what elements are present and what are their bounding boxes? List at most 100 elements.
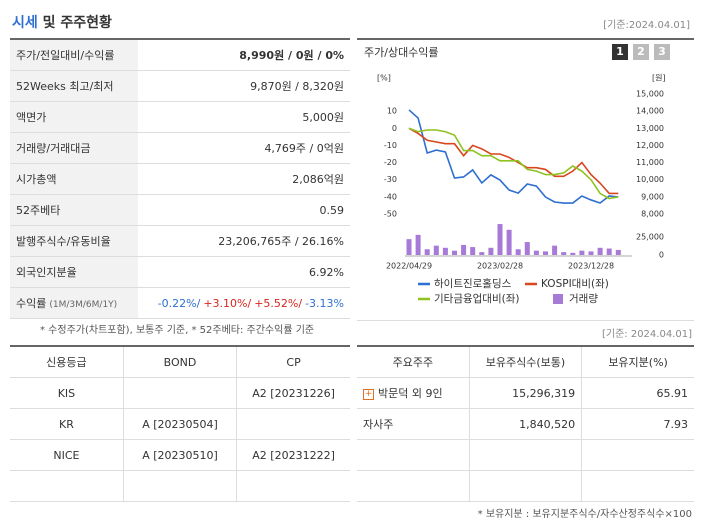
- header-cell: CP: [236, 346, 350, 378]
- legend-label: KOSPI대비(좌): [541, 278, 609, 290]
- line: [408, 109, 619, 204]
- x-tick-label: 2023/02/28: [477, 262, 523, 271]
- credit-table: 신용등급 BOND CP KIS A2 [20231226] KR A [20230504]…: [10, 345, 350, 502]
- value: 6.92%: [138, 256, 350, 288]
- chart-title: 주가/상대수익률: [364, 46, 439, 59]
- value: 9,870원 / 8,320원: [138, 70, 350, 102]
- volume-bar: [597, 247, 603, 255]
- chart-tab[interactable]: 1: [612, 44, 628, 60]
- volume-bar: [406, 239, 412, 255]
- label: 발행주식수/유동비율: [10, 225, 138, 257]
- label: 시가총액: [10, 163, 138, 195]
- label: 52Weeks 최고/최저: [10, 70, 138, 102]
- row: 액면가 5,000원: [10, 101, 350, 133]
- volume-bar: [470, 247, 476, 255]
- row: 거래량/거래대금 4,769주 / 0억원: [10, 132, 350, 164]
- title-main: 시세: [12, 15, 38, 31]
- y2-tick-label: 13,000: [636, 124, 664, 133]
- y-tick-label: -10: [384, 141, 397, 150]
- page-title: 시세 및 주주현황: [12, 12, 112, 32]
- y-tick-label: -50: [384, 210, 397, 219]
- y-label: [%]: [377, 74, 391, 83]
- header-row: 신용등급 BOND CP: [10, 346, 350, 378]
- volume-bar: [479, 252, 485, 255]
- y2-tick-label: 15,000: [636, 90, 664, 99]
- y-tick-label: 10: [387, 107, 397, 116]
- header-row: 주요주주 보유주식수(보통) 보유지분(%): [357, 346, 694, 378]
- cell: [123, 377, 238, 409]
- cell: 7.93: [581, 408, 694, 440]
- line: [408, 127, 619, 195]
- header-cell: 보유주식수(보통): [469, 346, 583, 378]
- row: NICE A [20230510] A2 [20231222]: [10, 439, 350, 471]
- volume-bar: [533, 250, 539, 255]
- row: 외국인지분율 6.92%: [10, 256, 350, 288]
- volume-bar: [452, 250, 457, 255]
- return: -3.13%: [305, 296, 344, 310]
- value: 0.59: [138, 194, 350, 226]
- y2-tick-label: 11,000: [636, 158, 664, 167]
- volume-bar: [615, 249, 621, 255]
- row: + 박문덕 외 9인 15,296,319 65.91: [357, 377, 694, 409]
- return: -0.22%/: [157, 296, 201, 310]
- header-cell: 주요주주: [357, 346, 470, 378]
- cell: [357, 470, 470, 502]
- volume-bar: [524, 242, 530, 255]
- row: 52주베타 0.59: [10, 194, 350, 226]
- value: 8,990원 / 0원 / 0%: [138, 39, 350, 71]
- label: 거래량/거래대금: [10, 132, 138, 164]
- y2-tick-label: 9,000: [641, 192, 664, 201]
- y-tick-label: 0: [392, 124, 397, 133]
- chart-date: [기준: 2024.04.01]: [601, 329, 692, 340]
- holder-table: 주요주주 보유주식수(보통) 보유지분(%) + 박문덕 외 9인 15,296,319 6…: [357, 345, 694, 502]
- row: [10, 470, 350, 502]
- cell: A [20230510]: [123, 439, 238, 471]
- cell: [581, 439, 694, 471]
- chart-tab[interactable]: 2: [633, 44, 649, 60]
- volume-tick-label: 0: [659, 251, 664, 260]
- y-tick-label: -20: [384, 158, 397, 167]
- volume-bar: [461, 244, 467, 255]
- header-cell: BOND: [123, 346, 238, 378]
- cell: [236, 408, 350, 440]
- volume-bar: [442, 247, 448, 255]
- label: 외국인지분율: [10, 256, 138, 288]
- cell: [236, 470, 350, 502]
- row: [357, 470, 694, 502]
- cell: A2 [20231222]: [236, 439, 350, 471]
- cell: NICE: [10, 439, 124, 471]
- row: 발행주식수/유동비율 23,206,765주 / 26.16%: [10, 225, 350, 257]
- title-rest: 및 주주현황: [42, 15, 112, 31]
- row: 자사주 1,840,520 7.93: [357, 408, 694, 440]
- legend-swatch: [553, 294, 563, 304]
- y2-tick-label: 12,000: [636, 141, 664, 150]
- value: 2,086억원: [138, 163, 350, 195]
- expand-icon[interactable]: +: [363, 388, 374, 400]
- y2-tick-label: 8,000: [641, 210, 664, 219]
- volume-bar: [561, 252, 567, 255]
- date: [기준:2024.04.01]: [603, 20, 690, 31]
- legend-label: 기타금융업대비(좌): [434, 292, 519, 305]
- row: 주가/전일대비/수익률 8,990원 / 0원 / 0%: [10, 39, 350, 71]
- cell: KIS: [10, 377, 124, 409]
- note: * 수정주가(차트포함), 보통주 기준, * 52주베타: 주간수익률 기준: [40, 325, 315, 336]
- volume-bar: [570, 252, 576, 255]
- chart-tab[interactable]: 3: [654, 44, 670, 60]
- cell: A2 [20231226]: [236, 377, 350, 409]
- volume-bar: [606, 248, 612, 255]
- row: 수익률 (1M/3M/6M/1Y) -0.22%/+3.10%/+5.52%/-3.…: [10, 287, 350, 319]
- row: 시가총액 2,086억원: [10, 163, 350, 195]
- legend-label: 하이트진로홀딩스: [434, 277, 512, 290]
- volume-tick-label: 25,000: [636, 233, 664, 242]
- cell: A [20230504]: [123, 408, 238, 440]
- value: -0.22%/+3.10%/+5.52%/-3.13%: [138, 287, 350, 319]
- cell: [357, 439, 470, 471]
- value: 4,769주 / 0억원: [138, 132, 350, 164]
- cell: [10, 470, 124, 502]
- y2-tick-label: 10,000: [636, 175, 664, 184]
- volume-bar: [424, 249, 430, 255]
- returns-sub: (1M/3M/6M/1Y): [49, 300, 118, 310]
- header-cell: 보유지분(%): [581, 346, 694, 378]
